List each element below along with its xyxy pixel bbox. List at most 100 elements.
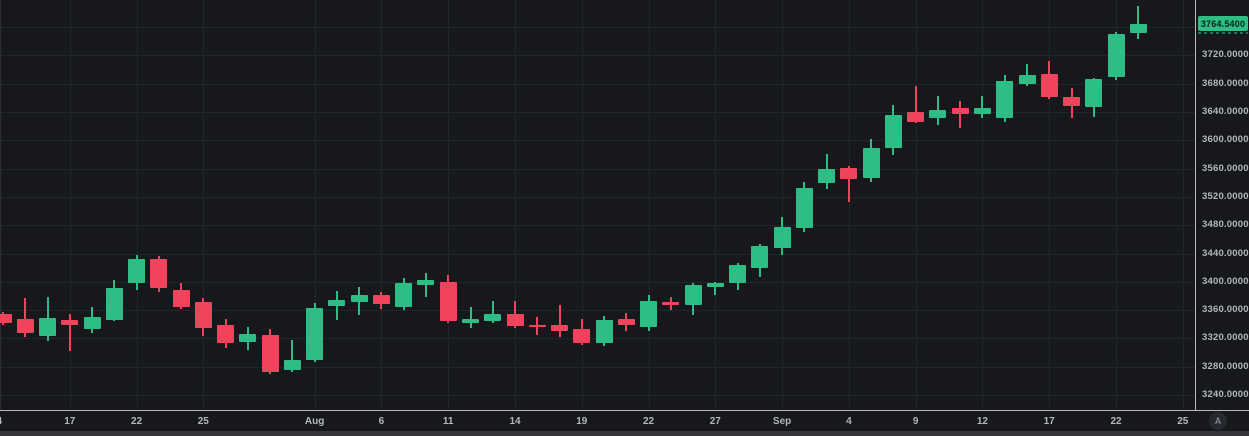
candle-up	[862, 148, 880, 179]
time-axis-label: 27	[709, 416, 721, 427]
candle-down	[551, 325, 568, 331]
h-gridline	[0, 196, 1195, 198]
v-gridline	[314, 0, 316, 410]
candle-wick	[914, 85, 917, 124]
h-gridline	[0, 55, 1195, 57]
v-gridline	[915, 0, 917, 410]
candle-up	[484, 313, 502, 321]
candle-up	[417, 279, 435, 286]
candle-up	[684, 285, 702, 306]
price-axis[interactable]: 3764.5400 3720.0000 3680.0000 3640.0000 360…	[1195, 0, 1249, 431]
price-axis-label: 3680.0000	[1202, 77, 1249, 89]
h-gridline	[0, 281, 1195, 283]
candle-up	[818, 168, 836, 184]
candle-up	[773, 227, 791, 249]
price-axis-label: 3360.0000	[1202, 304, 1249, 316]
v-gridline	[136, 0, 138, 410]
price-axis-label: 3320.0000	[1202, 332, 1249, 344]
candle-down	[16, 318, 34, 334]
candle-up	[328, 300, 346, 306]
candle-down	[1063, 97, 1080, 107]
candle-up	[83, 316, 101, 329]
price-axis-label: 3440.0000	[1202, 247, 1249, 259]
v-gridline	[581, 0, 583, 410]
v-gridline	[848, 0, 850, 410]
candle-down	[1040, 73, 1058, 98]
time-axis-label: Sep	[772, 416, 792, 427]
v-gridline	[648, 0, 650, 410]
v-gridline	[782, 0, 784, 410]
candle-down	[506, 314, 524, 327]
price-axis-label: 3640.0000	[1202, 106, 1249, 117]
h-gridline	[0, 140, 1195, 142]
price-axis-label: 3520.0000	[1202, 190, 1249, 202]
time-axis-label: 22	[642, 416, 655, 427]
candle-down	[150, 258, 168, 289]
candle-down	[61, 320, 79, 325]
candle-wick	[1137, 5, 1140, 40]
candle-wick	[714, 281, 717, 296]
candle-up	[105, 287, 123, 320]
price-axis-label: 3560.0000	[1202, 162, 1249, 174]
candle-down	[372, 295, 390, 304]
candle-up	[729, 264, 747, 284]
time-axis-label: 22	[1110, 416, 1122, 427]
candle-up	[1107, 33, 1125, 78]
candle-down	[528, 325, 546, 328]
v-gridline	[381, 0, 383, 410]
candle-wick	[291, 339, 294, 373]
v-gridline	[515, 0, 516, 410]
price-axis-label: 3600.0000	[1202, 134, 1249, 146]
price-axis-label: 3240.0000	[1202, 389, 1249, 400]
candle-wick	[24, 298, 27, 337]
candle-up	[1085, 78, 1103, 107]
h-gridline	[0, 253, 1195, 255]
candle-down	[573, 328, 591, 344]
time-axis-label: 11	[442, 416, 454, 427]
h-gridline	[0, 310, 1195, 312]
time-axis-label: 14	[509, 416, 521, 427]
window-bottom-edge	[0, 431, 1249, 436]
candle-down	[662, 301, 680, 306]
candle-up	[462, 318, 479, 323]
price-axis-label: 3280.0000	[1202, 360, 1249, 372]
candle-up	[640, 300, 657, 328]
price-axis-label: 3720.0000	[1202, 49, 1249, 61]
time-axis-label: 17	[1043, 416, 1055, 427]
price-tag-dashes	[1198, 32, 1248, 35]
v-gridline	[1049, 0, 1051, 410]
candle-up	[128, 258, 146, 283]
candle-wick	[68, 314, 71, 352]
v-gridline	[448, 0, 450, 410]
candle-up	[996, 80, 1014, 119]
candle-down	[172, 289, 190, 307]
candle-up	[884, 114, 902, 149]
h-gridline	[0, 83, 1195, 85]
clipped-left-date-label: 14	[0, 416, 2, 427]
v-gridline	[69, 0, 71, 410]
chart-pane[interactable]	[0, 0, 1195, 410]
corner-a-button[interactable]: A	[1209, 412, 1227, 430]
time-axis-label: 22	[131, 416, 143, 427]
candle-up	[973, 107, 991, 115]
candle-up	[595, 320, 613, 344]
h-gridline	[0, 225, 1195, 227]
candle-up	[395, 282, 413, 307]
time-axis-label: 9	[912, 416, 919, 427]
v-gridline	[203, 0, 205, 410]
candle-wick	[491, 300, 494, 323]
v-gridline	[715, 0, 717, 410]
price-axis-label: 3400.0000	[1202, 275, 1249, 287]
h-gridline	[0, 27, 1195, 29]
h-gridline	[0, 112, 1195, 113]
current-price-tag: 3764.5400	[1198, 16, 1248, 32]
candle-wick	[959, 101, 962, 129]
v-gridline	[982, 0, 984, 410]
candle-up	[1129, 23, 1147, 34]
time-axis[interactable]: 14 17 22 25 Aug 6 11 14 19 22 27 Sep 4 9 12 17 22 25	[0, 410, 1249, 431]
time-axis-label: 4	[846, 416, 852, 427]
time-axis-label: 25	[197, 416, 209, 427]
candle-wick	[469, 307, 472, 329]
candle-down	[194, 301, 212, 328]
